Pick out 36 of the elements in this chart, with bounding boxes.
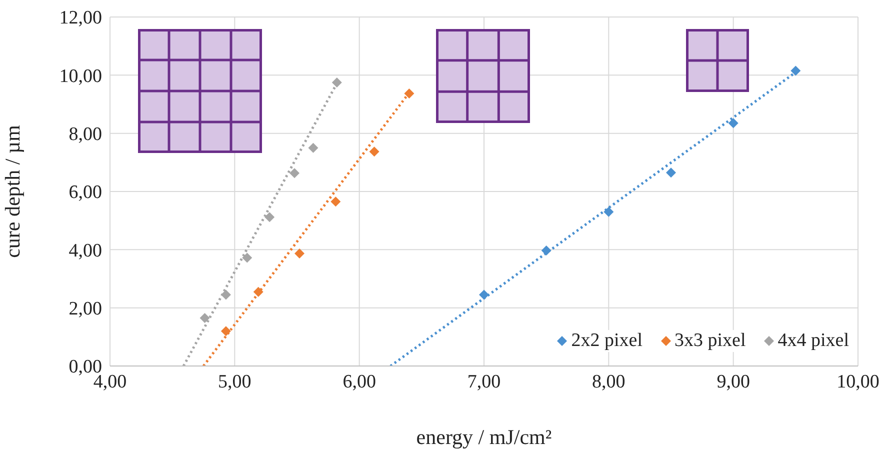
x-tick-label: 8,00 <box>592 371 626 392</box>
legend-label: 3x3 pixel <box>674 330 746 352</box>
y-tick-label: 6,00 <box>68 182 102 204</box>
x-tick-label: 6,00 <box>342 371 376 392</box>
point <box>294 248 304 258</box>
point <box>242 252 252 263</box>
point <box>604 206 614 217</box>
y-tick-label: 8,00 <box>68 124 102 146</box>
x-tick-label: 10,00 <box>836 371 880 392</box>
point <box>332 77 342 88</box>
y-tick-label: 12,00 <box>59 8 102 29</box>
point <box>404 88 414 98</box>
x-tick-label: 5,00 <box>218 371 252 392</box>
point <box>264 212 275 222</box>
point <box>220 326 231 336</box>
legend-label: 4x4 pixel <box>778 330 849 352</box>
point <box>369 146 380 157</box>
point <box>666 168 676 178</box>
point <box>790 66 801 76</box>
point <box>253 286 264 297</box>
point <box>728 118 738 128</box>
point <box>220 290 231 300</box>
x-tick-label: 7,00 <box>467 371 501 392</box>
y-tick-label: 4,00 <box>68 240 102 262</box>
x-tick-label: 9,00 <box>716 371 750 392</box>
point <box>541 246 552 256</box>
point <box>200 313 210 324</box>
y-tick-label: 2,00 <box>68 298 102 320</box>
legend-label: 2x2 pixel <box>571 330 642 352</box>
point <box>330 196 341 207</box>
x-axis-title: energy / mJ/cm² <box>416 425 552 449</box>
point <box>479 290 489 300</box>
point <box>290 168 300 178</box>
point <box>308 142 318 153</box>
y-axis-title: cure depth / µm <box>0 125 24 258</box>
y-tick-label: 10,00 <box>59 66 102 87</box>
